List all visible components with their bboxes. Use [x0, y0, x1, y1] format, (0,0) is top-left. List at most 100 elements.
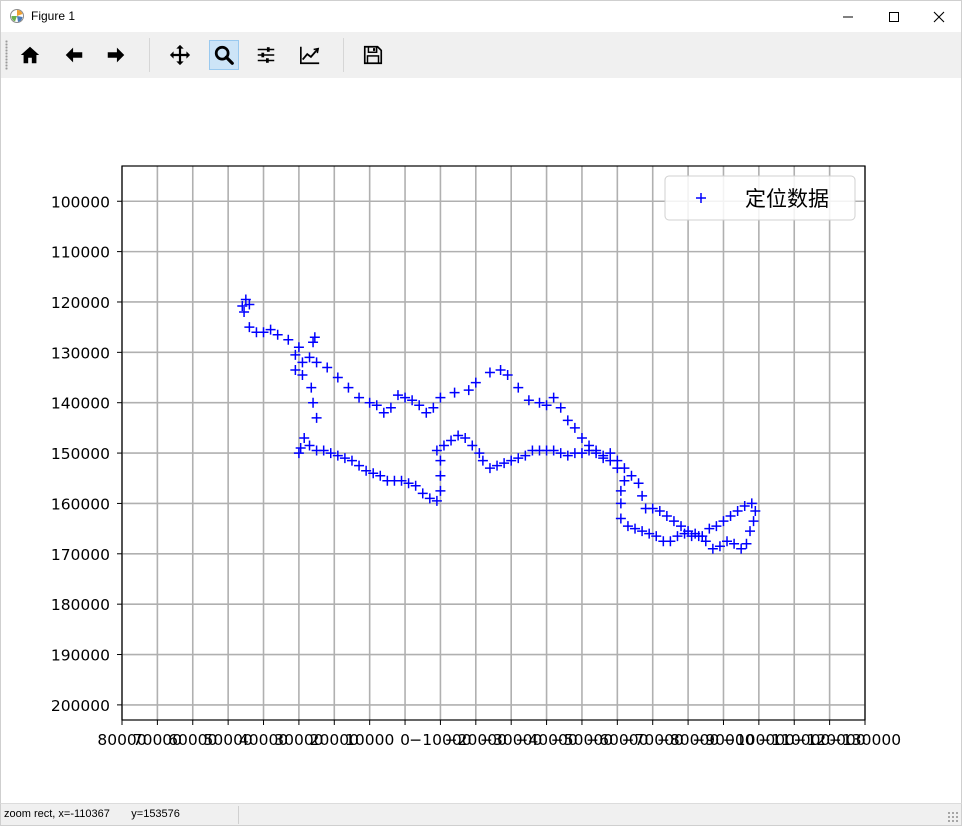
data-point — [739, 500, 750, 511]
scatter-chart[interactable]: 8000070000600005000040000300002000010000… — [1, 78, 961, 803]
data-point — [463, 385, 474, 396]
data-point — [435, 485, 446, 496]
data-point — [562, 450, 573, 461]
data-point — [368, 468, 379, 479]
data-point — [293, 448, 304, 459]
data-point — [679, 528, 690, 539]
toolbar-separator — [149, 38, 150, 72]
title-bar: Figure 1 — [0, 0, 962, 32]
edit-axes-button[interactable] — [295, 40, 325, 70]
data-point — [527, 445, 538, 456]
data-point — [569, 422, 580, 433]
data-point — [311, 412, 322, 423]
x-tick-label: −70000 — [622, 731, 684, 749]
data-point — [746, 498, 757, 509]
data-point — [449, 387, 460, 398]
data-point — [591, 448, 602, 459]
data-point — [385, 402, 396, 413]
line-chart-icon — [300, 46, 320, 65]
home-icon — [20, 46, 40, 64]
toolbar-separator — [343, 38, 344, 72]
figure-canvas[interactable]: 80000 70000 60000 50000 40000 30000 20000 10000… — [0, 78, 962, 803]
data-point — [392, 390, 403, 401]
data-point — [495, 364, 506, 375]
data-point — [297, 357, 308, 368]
data-point — [637, 490, 648, 501]
data-point — [492, 460, 503, 471]
data-point — [332, 450, 343, 461]
status-bar: zoom rect, x=-110367 y=153576 — [0, 803, 962, 826]
y-tick-label: 120000 — [51, 294, 110, 312]
data-point — [520, 450, 531, 461]
data-point — [612, 463, 623, 474]
data-point — [750, 505, 761, 516]
x-tick-label: −110000 — [758, 731, 830, 749]
data-point — [364, 397, 375, 408]
data-point — [700, 536, 711, 547]
data-point — [555, 448, 566, 459]
pan-button[interactable] — [165, 40, 195, 70]
zoom-button[interactable] — [209, 40, 239, 70]
data-point — [371, 400, 382, 411]
x-tick-label: −10000 — [409, 731, 471, 749]
save-button[interactable] — [358, 40, 388, 70]
data-point — [477, 455, 488, 466]
data-point — [258, 327, 269, 338]
x-tick-label: 60000 — [168, 731, 217, 749]
data-point — [745, 526, 756, 537]
data-point — [435, 455, 446, 466]
forward-button[interactable] — [101, 40, 131, 70]
y-tick-label: 170000 — [51, 546, 110, 564]
y-tick-label: 140000 — [51, 395, 110, 413]
data-point — [304, 352, 315, 363]
data-point — [400, 392, 411, 403]
data-point — [644, 528, 655, 539]
subplots-button[interactable] — [251, 40, 281, 70]
window-title: Figure 1 — [31, 9, 76, 23]
data-point — [661, 511, 672, 522]
data-point — [244, 322, 255, 333]
data-point — [322, 362, 333, 373]
resize-grip[interactable] — [947, 811, 958, 822]
maximize-button[interactable] — [871, 1, 917, 33]
toolbar-grip[interactable] — [5, 40, 8, 70]
home-button[interactable] — [15, 40, 45, 70]
close-button[interactable] — [916, 1, 962, 33]
data-point — [718, 516, 729, 527]
data-point — [651, 531, 662, 542]
data-point — [308, 397, 319, 408]
back-button[interactable] — [59, 40, 89, 70]
x-tick-label: −80000 — [657, 731, 719, 749]
data-point — [354, 460, 365, 471]
x-tick-label: 20000 — [310, 731, 359, 749]
data-point — [741, 538, 752, 549]
data-point — [346, 455, 357, 466]
data-point — [619, 475, 630, 486]
move-icon — [169, 44, 191, 66]
data-point — [311, 357, 322, 368]
data-point — [658, 536, 669, 547]
data-point — [506, 455, 517, 466]
data-point — [672, 531, 683, 542]
status-separator — [238, 806, 239, 824]
data-point — [534, 397, 545, 408]
y-tick-label: 200000 — [51, 697, 110, 715]
data-point — [378, 407, 389, 418]
data-point — [239, 307, 250, 318]
data-point — [576, 432, 587, 443]
arrow-right-icon — [107, 47, 125, 63]
x-tick-label: −60000 — [586, 731, 648, 749]
minimize-button[interactable] — [825, 1, 871, 33]
y-tick-label: 130000 — [51, 344, 110, 362]
x-tick-label: 40000 — [239, 731, 288, 749]
maximize-icon — [889, 12, 899, 22]
x-tick-label: −20000 — [445, 731, 507, 749]
data-point — [725, 511, 736, 522]
data-point — [598, 450, 609, 461]
navigation-toolbar — [0, 32, 962, 78]
x-tick-label: −30000 — [480, 731, 542, 749]
data-point — [403, 478, 414, 489]
data-point — [548, 392, 559, 403]
data-point — [707, 543, 718, 554]
data-point — [361, 465, 372, 476]
